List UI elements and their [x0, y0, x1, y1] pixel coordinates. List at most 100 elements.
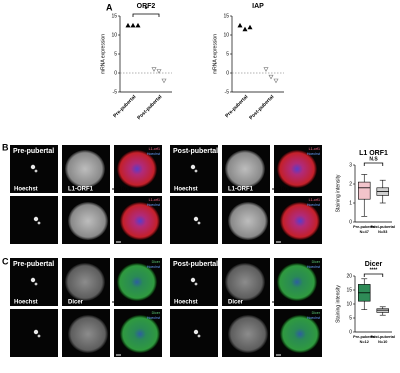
nucleus-spot — [33, 329, 39, 335]
oocyte — [68, 202, 108, 240]
micrograph — [10, 258, 58, 306]
y-tick-label: 20 — [346, 273, 352, 279]
significance-label: N.S — [369, 156, 378, 162]
significance-bracket — [363, 273, 384, 277]
nucleus-spot — [193, 216, 199, 222]
x-count-label: N=12 — [360, 340, 369, 344]
micrograph — [10, 145, 58, 193]
merge-legend: L1-orf1 — [149, 147, 160, 151]
group-label: Post-pubertal — [173, 261, 218, 268]
x-tick-label: Post-pubertal — [248, 94, 275, 121]
stain-label: Hoechst — [14, 187, 38, 193]
y-tick-label: 15 — [346, 287, 352, 293]
scale-bar-label: 20um — [119, 299, 132, 305]
nucleus-spot — [34, 282, 38, 286]
micrograph — [170, 145, 218, 193]
significance-label: * — [144, 5, 148, 14]
merge-legend: Hoechst — [307, 316, 320, 320]
y-tick-label: 0 — [114, 70, 117, 76]
x-count-label: N=10 — [378, 340, 387, 344]
x-tick-label: Pre-pubertal — [353, 335, 375, 339]
micrograph — [10, 196, 58, 244]
merge-legend: Dicer — [152, 260, 161, 264]
data-point — [237, 22, 243, 28]
significance-label: **** — [370, 267, 378, 273]
oocyte — [65, 263, 105, 301]
y-tick-label: 5 — [349, 315, 352, 321]
nucleus-spot — [197, 334, 201, 338]
nucleus-spot — [30, 164, 36, 170]
y-axis-label: Staining intensity — [335, 174, 341, 212]
oocyte-merge — [277, 263, 317, 301]
x-tick-label: Post-pubertal — [371, 225, 395, 229]
y-tick-label: 5 — [114, 51, 117, 57]
box — [376, 308, 389, 313]
data-point — [135, 22, 141, 28]
panel-letter: C — [2, 256, 9, 266]
oocyte — [225, 150, 265, 188]
oocyte-merge — [120, 315, 160, 353]
oocyte-merge — [117, 150, 157, 188]
stain-label: L1-ORF1 — [68, 187, 94, 193]
scale-bar-label: 20um — [279, 299, 292, 305]
y-axis-label: mRNA expression — [100, 34, 106, 74]
merge-legend: Hoechst — [307, 203, 320, 207]
oocyte-merge — [120, 202, 160, 240]
panel-letter: A — [106, 2, 113, 12]
y-tick-label: 3 — [349, 162, 352, 168]
nucleus-spot — [37, 334, 41, 338]
data-point — [161, 78, 167, 84]
nucleus-spot — [37, 221, 41, 225]
nucleus-spot — [190, 277, 196, 283]
merge-legend: Hoechst — [147, 316, 160, 320]
chart-title: Dicer — [365, 261, 383, 268]
oocyte — [228, 202, 268, 240]
oocyte-merge — [280, 315, 320, 353]
y-tick-label: -5 — [225, 89, 230, 95]
data-point — [242, 26, 248, 32]
x-tick-label: Pre-pubertal — [224, 94, 249, 119]
data-point — [151, 67, 157, 72]
micrograph — [10, 309, 58, 357]
data-point — [156, 69, 162, 74]
merge-legend: L1-orf1 — [309, 147, 320, 151]
x-count-label: N=47 — [360, 230, 369, 234]
merge-legend: Hoechst — [307, 152, 320, 156]
y-tick-label: 10 — [346, 301, 352, 307]
scale-bar-label: 10um — [279, 186, 292, 192]
merge-legend: Hoechst — [307, 265, 320, 269]
oocyte — [68, 315, 108, 353]
data-point — [130, 22, 136, 28]
y-tick-label: 0 — [349, 329, 352, 335]
scale-bar-label: 10um — [119, 186, 132, 192]
group-label: Pre-pubertal — [13, 261, 54, 268]
data-point — [125, 22, 131, 28]
data-point — [273, 78, 279, 84]
micrograph — [170, 309, 218, 357]
merge-legend: Hoechst — [147, 203, 160, 207]
y-tick-label: 0 — [349, 219, 352, 225]
stain-label: Dicer — [228, 300, 244, 306]
micrograph — [170, 196, 218, 244]
y-tick-label: 2 — [349, 181, 352, 187]
merge-legend: Dicer — [312, 311, 321, 315]
x-tick-label: Pre-pubertal — [353, 225, 375, 229]
y-tick-label: -5 — [113, 89, 118, 95]
oocyte — [65, 150, 105, 188]
nucleus-spot — [194, 169, 198, 173]
chart-title: ORF2 — [137, 3, 156, 10]
group-label: Pre-pubertal — [13, 148, 54, 155]
oocyte — [228, 315, 268, 353]
significance-bracket — [132, 13, 160, 17]
merge-legend: L1-orf1 — [149, 198, 160, 202]
significance-bracket — [363, 162, 384, 166]
y-tick-label: 10 — [223, 32, 229, 38]
box — [358, 181, 371, 200]
y-axis-label: mRNA expression — [212, 34, 218, 74]
chart-title: IAP — [252, 3, 264, 10]
panel-letter: B — [2, 142, 9, 152]
nucleus-spot — [30, 277, 36, 283]
y-tick-label: 5 — [226, 51, 229, 57]
y-tick-label: 0 — [226, 70, 229, 76]
